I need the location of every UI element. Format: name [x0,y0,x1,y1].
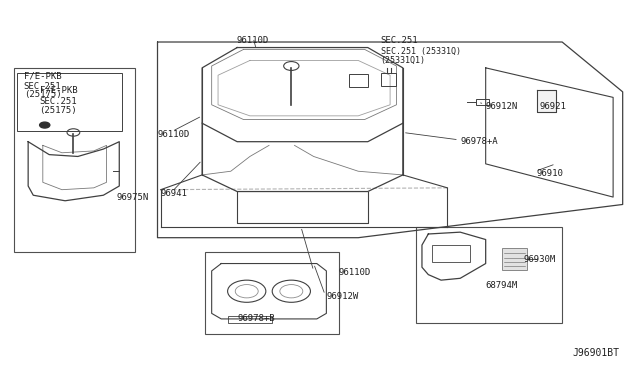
Text: (25175): (25175) [40,106,77,115]
Text: 96912N: 96912N [486,102,518,111]
Bar [205,253,339,334]
Text: (25175): (25175) [24,90,61,99]
Text: 96975N: 96975N [116,193,148,202]
Bar [537,90,556,112]
Text: 96941: 96941 [160,189,187,198]
Text: 96110D: 96110D [157,130,189,139]
Bar [14,68,135,253]
Bar [381,73,396,86]
Bar [415,227,562,323]
Text: SEC.251: SEC.251 [381,36,418,45]
Text: F/E-PKB: F/E-PKB [24,72,61,81]
Text: (25331Q1): (25331Q1) [381,56,426,65]
Text: 96978+B: 96978+B [237,314,275,323]
Text: 96912W: 96912W [326,292,358,301]
Bar [476,99,489,105]
Text: SEC.251: SEC.251 [40,97,77,106]
Text: 96110D: 96110D [237,36,269,45]
Text: 96978+A: 96978+A [460,137,498,146]
Bar [349,74,368,87]
Bar [502,248,527,270]
Bar [228,316,272,323]
Text: SEC.251 (25331Q): SEC.251 (25331Q) [381,47,461,56]
Text: J96901BT: J96901BT [573,348,620,358]
Text: 96930M: 96930M [524,255,556,264]
Text: SEC.251: SEC.251 [24,82,61,91]
Text: 96110D: 96110D [339,268,371,277]
Bar [17,73,122,131]
Text: 96910: 96910 [537,169,564,177]
Text: 68794M: 68794M [486,281,518,290]
Bar [431,245,470,262]
Text: 96921: 96921 [540,102,566,111]
Text: F/E-PKB: F/E-PKB [40,86,77,94]
Circle shape [40,122,50,128]
